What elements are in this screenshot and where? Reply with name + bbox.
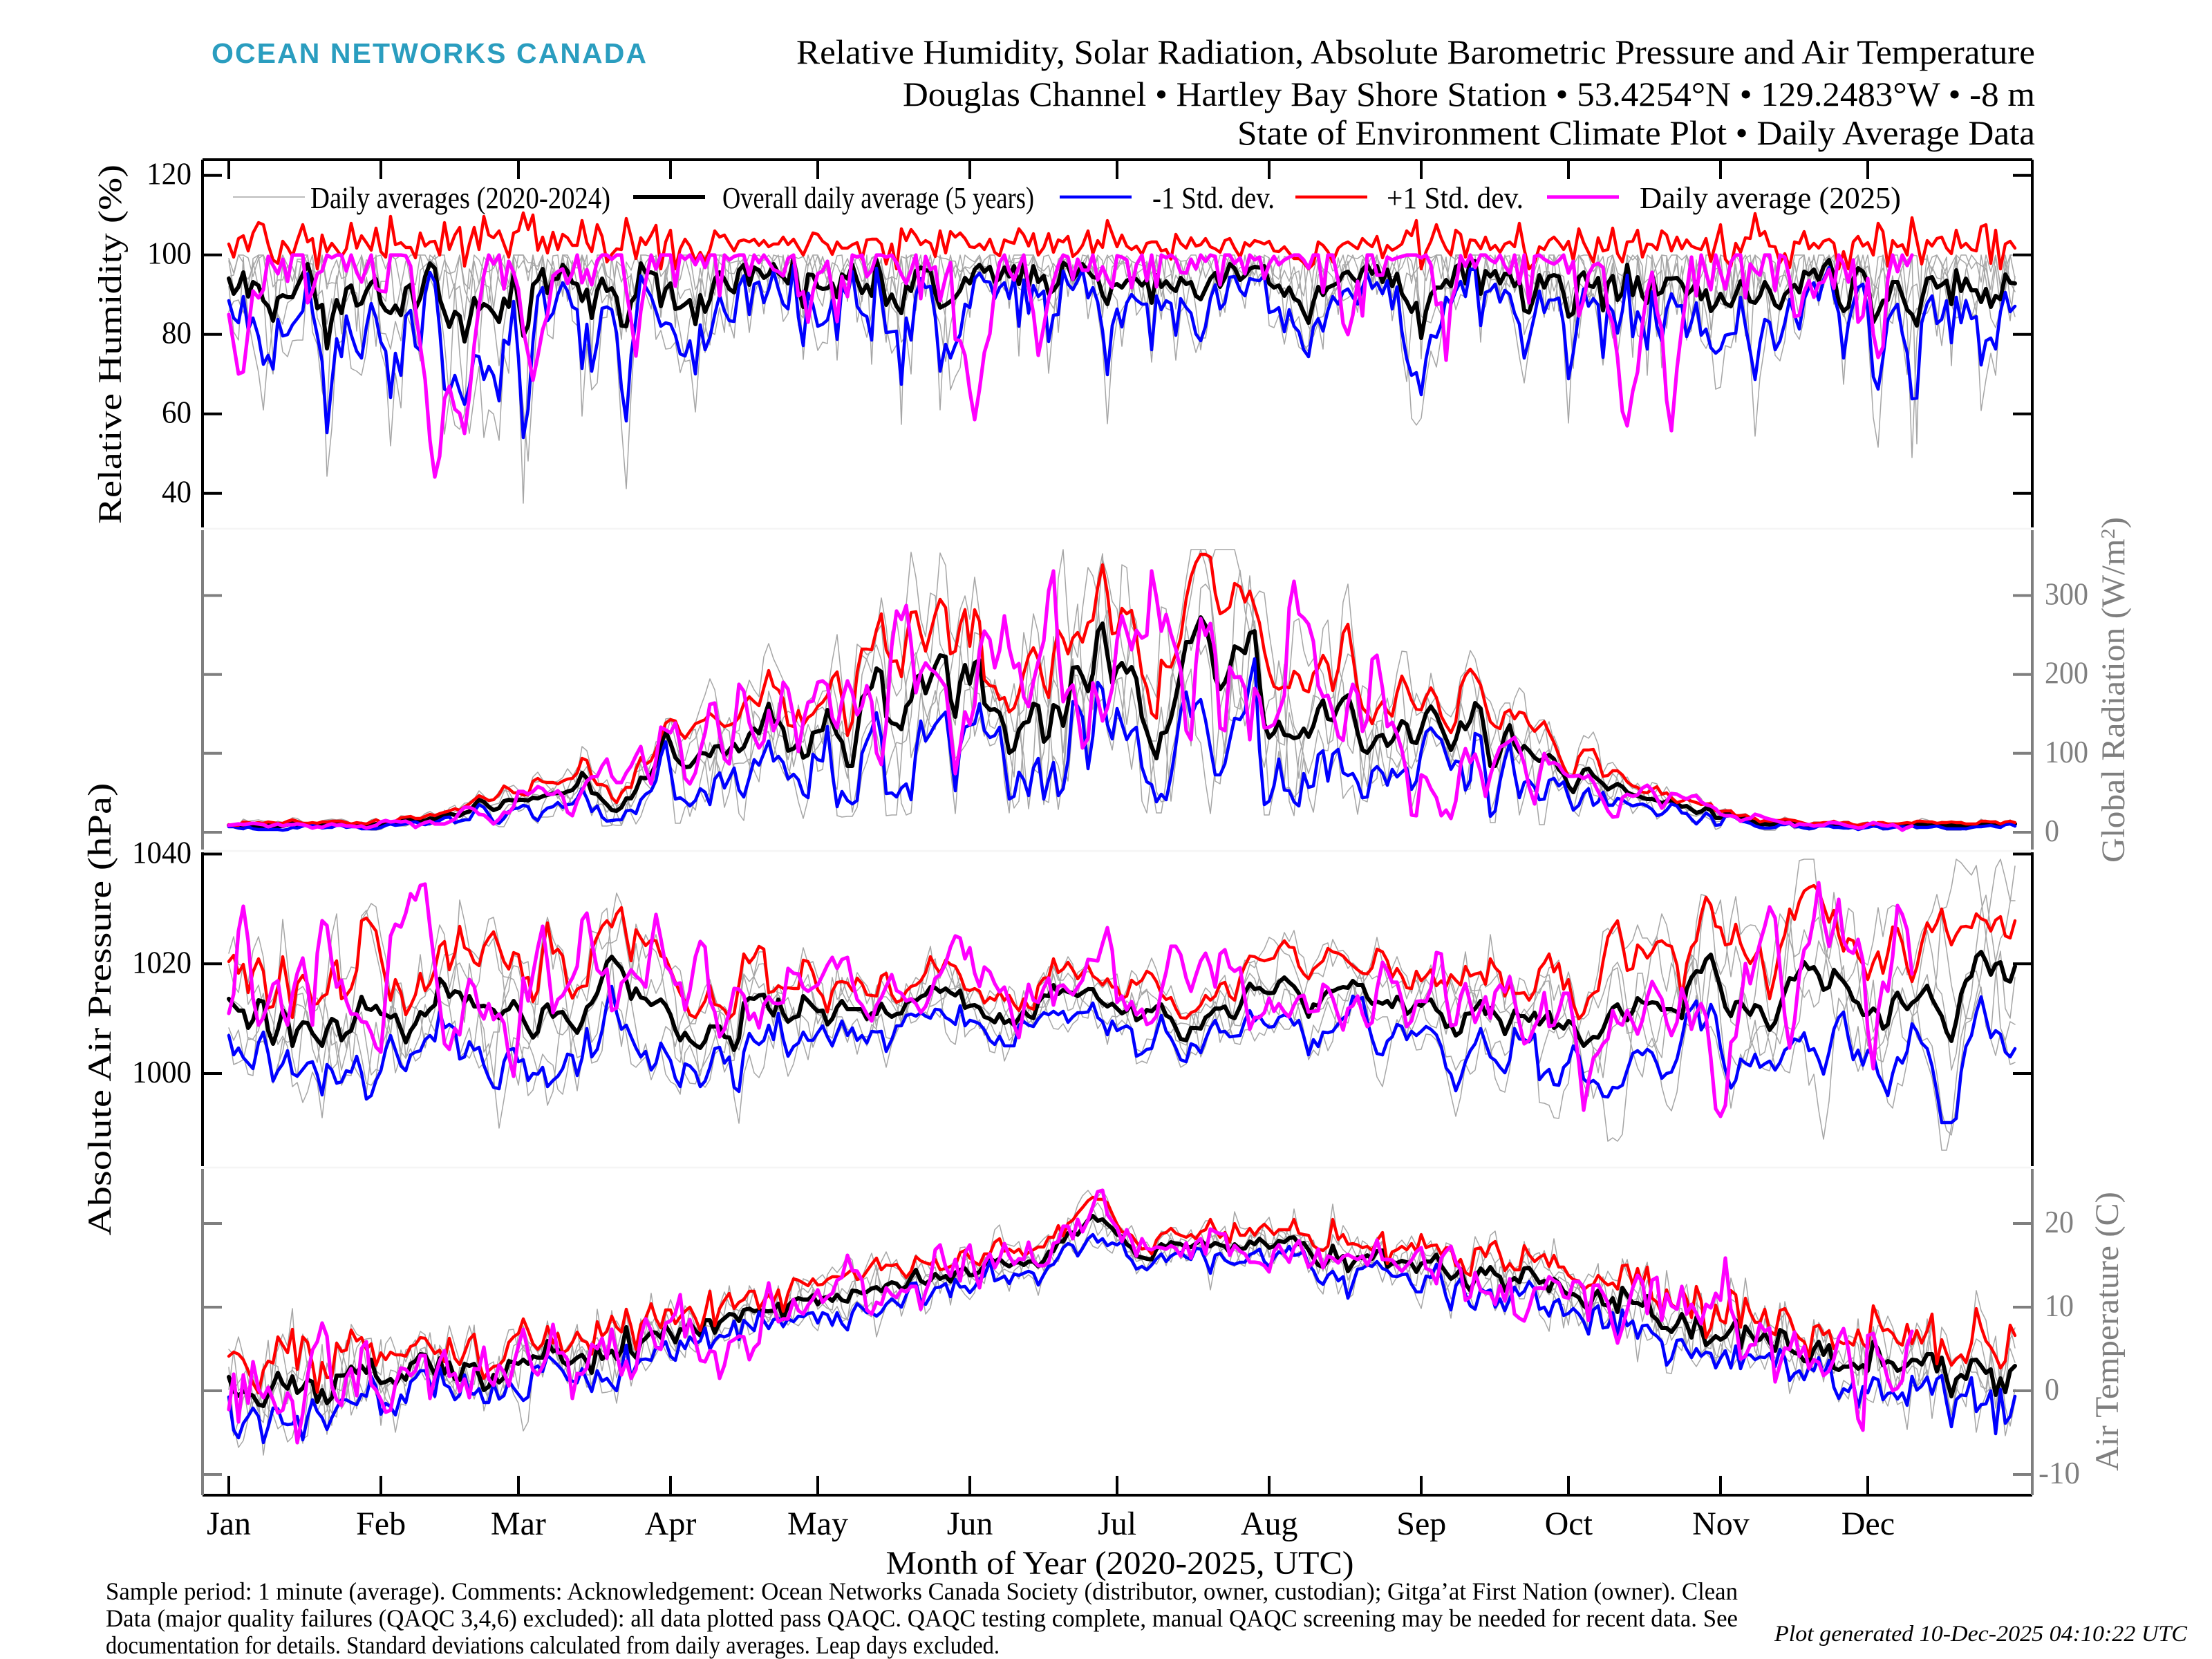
svg-text:Jun: Jun xyxy=(947,1506,993,1542)
svg-text:+1 Std. dev.: +1 Std. dev. xyxy=(1387,181,1524,215)
svg-text:Douglas Channel • Hartley Bay: Douglas Channel • Hartley Bay Shore Stat… xyxy=(903,75,2035,113)
svg-text:Daily averages (2020-2024): Daily averages (2020-2024) xyxy=(310,181,610,215)
svg-text:Mar: Mar xyxy=(491,1506,546,1542)
svg-text:120: 120 xyxy=(147,157,191,191)
svg-text:Relative Humidity (%): Relative Humidity (%) xyxy=(92,165,129,524)
svg-text:Global Radiation (W/m2): Global Radiation (W/m2) xyxy=(2095,517,2132,863)
svg-text:Aug: Aug xyxy=(1241,1506,1298,1542)
svg-text:Jan: Jan xyxy=(207,1506,251,1542)
svg-text:Dec: Dec xyxy=(1841,1506,1895,1542)
svg-text:Overall daily average (5 years: Overall daily average (5 years) xyxy=(722,181,1034,215)
svg-text:Plot generated 10-Dec-2025 04:: Plot generated 10-Dec-2025 04:10:22 UTC xyxy=(1774,1622,2188,1647)
svg-text:Sep: Sep xyxy=(1396,1506,1446,1542)
svg-text:100: 100 xyxy=(147,236,191,271)
svg-text:Data (major quality failures (: Data (major quality failures (QAQC 3,4,6… xyxy=(106,1604,1738,1632)
svg-text:1000: 1000 xyxy=(132,1055,191,1089)
svg-text:Nov: Nov xyxy=(1692,1506,1750,1542)
svg-text:May: May xyxy=(787,1506,848,1542)
svg-text:100: 100 xyxy=(2045,735,2088,769)
svg-text:0: 0 xyxy=(2045,814,2059,848)
svg-text:20: 20 xyxy=(2045,1205,2074,1239)
svg-text:200: 200 xyxy=(2045,656,2088,691)
svg-text:Daily average (2025): Daily average (2025) xyxy=(1640,181,1901,215)
svg-text:Jul: Jul xyxy=(1098,1506,1136,1542)
svg-text:40: 40 xyxy=(162,475,191,509)
svg-text:Month of Year (2020-2025, UTC): Month of Year (2020-2025, UTC) xyxy=(886,1545,1354,1582)
svg-text:0: 0 xyxy=(2045,1372,2059,1407)
svg-text:10: 10 xyxy=(2045,1288,2074,1323)
svg-text:OCEAN NETWORKS CANADA: OCEAN NETWORKS CANADA xyxy=(212,37,646,69)
svg-text:80: 80 xyxy=(162,316,191,350)
svg-text:Apr: Apr xyxy=(645,1506,697,1542)
svg-text:Oct: Oct xyxy=(1545,1506,1593,1542)
svg-text:300: 300 xyxy=(2045,577,2088,611)
svg-text:1020: 1020 xyxy=(132,945,191,980)
svg-text:Sample period: 1 minute (avera: Sample period: 1 minute (average). Comme… xyxy=(106,1577,1738,1605)
svg-text:documentation for details. Sta: documentation for details. Standard devi… xyxy=(106,1631,1000,1659)
svg-text:-1 Std. dev.: -1 Std. dev. xyxy=(1152,181,1275,215)
svg-text:-10: -10 xyxy=(2038,1456,2080,1490)
svg-text:Relative Humidity, Solar Radia: Relative Humidity, Solar Radiation, Abso… xyxy=(796,32,2035,71)
svg-text:1040: 1040 xyxy=(132,836,191,870)
svg-text:Air Temperature (C): Air Temperature (C) xyxy=(2089,1192,2126,1471)
svg-text:Feb: Feb xyxy=(356,1506,406,1542)
svg-text:State of Environment Climate P: State of Environment Climate Plot • Dail… xyxy=(1237,113,2035,152)
svg-text:60: 60 xyxy=(162,395,191,430)
svg-text:Absolute Air Pressure (hPa): Absolute Air Pressure (hPa) xyxy=(82,783,118,1236)
